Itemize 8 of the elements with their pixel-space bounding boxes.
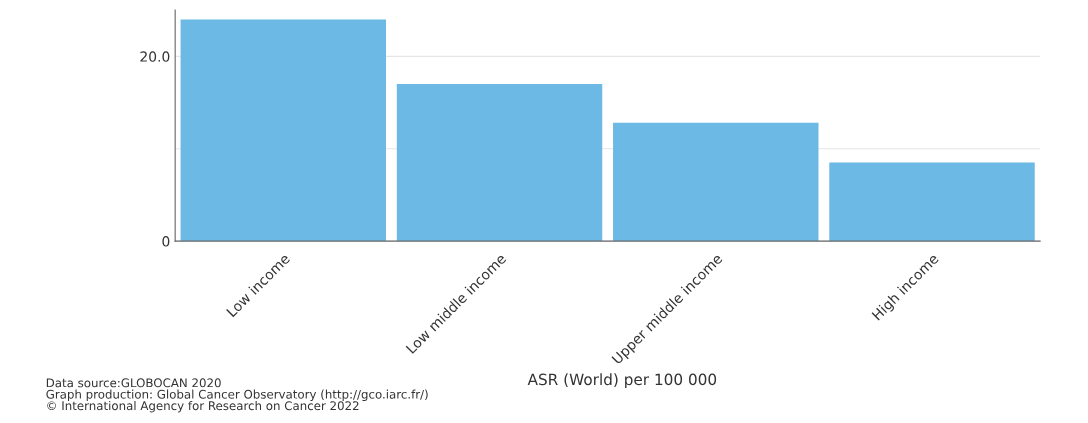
bar [396, 84, 603, 242]
bar [613, 122, 819, 242]
bar [180, 19, 386, 242]
y-tick-label: 0 [162, 236, 170, 247]
source-note: Data source:GLOBOCAN 2020 Graph production: Global Cancer Observatory (http://gco.iarc.fr/) © International Agency for Research on Cancer 2022 [46, 378, 428, 413]
y-tick-label: 20.0 [140, 51, 170, 62]
x-axis-title: ASR (World) per 100 000 [527, 373, 717, 389]
bar [829, 162, 1035, 242]
